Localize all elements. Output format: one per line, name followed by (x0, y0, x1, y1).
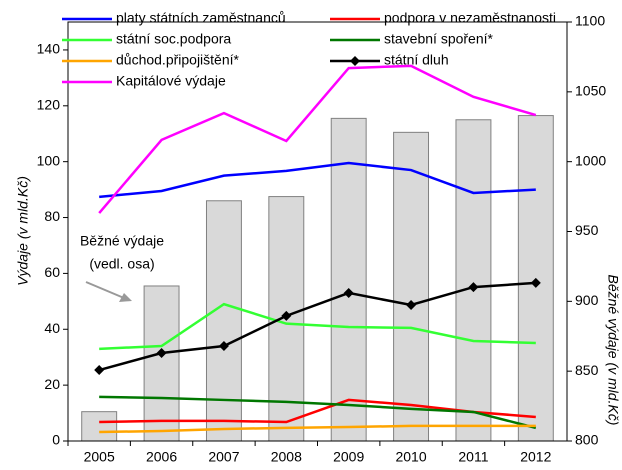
legend-label: podpora v nezaměstnanosti (384, 10, 556, 26)
y-tick-label: 140 (37, 41, 61, 57)
y2-tick-label: 1050 (575, 83, 606, 99)
legend-label: státní soc.podpora (116, 31, 231, 47)
annotation-arrowhead (119, 293, 132, 302)
annotation: (vedl. osa) (89, 256, 154, 272)
y2-tick-label: 1100 (575, 13, 605, 29)
bar (393, 131, 430, 442)
legend-label: platy státních zaměstnanců (116, 10, 286, 26)
y-tick-label: 60 (44, 264, 60, 280)
x-tick-label: 2007 (208, 449, 239, 465)
series-line (99, 161, 536, 199)
series-marker (218, 341, 229, 352)
x-tick-label: 2012 (520, 449, 551, 465)
series-line (99, 395, 537, 430)
y-axis-label: Výdaje (v mld.Kč) (15, 176, 31, 286)
y2-tick-label: 900 (575, 292, 599, 308)
series-line (98, 281, 536, 372)
series-marker (94, 365, 105, 376)
x-tick-label: 2008 (271, 449, 302, 465)
annotation-arrow (85, 281, 125, 299)
x-tick-label: 2011 (458, 449, 488, 465)
series-marker (156, 348, 167, 359)
y2-tick-label: 950 (575, 222, 599, 238)
legend-label: státní dluh (384, 52, 449, 68)
x-tick-label: 2006 (146, 449, 177, 465)
bar (143, 285, 180, 442)
y-tick-label: 0 (52, 432, 60, 448)
legend-label: důchod.připojištění* (116, 52, 240, 68)
series-marker (406, 299, 417, 310)
legend-label: Kapitálové výdaje (116, 73, 226, 89)
y2-axis-label: Běžné výdaje (v mld.Kč) (605, 275, 621, 426)
series-line (99, 424, 536, 434)
x-tick-label: 2010 (395, 449, 426, 465)
series-marker (468, 282, 479, 293)
bar (205, 200, 242, 442)
annotation: Běžné výdaje (80, 233, 164, 249)
legend-marker (350, 56, 360, 66)
y-tick-label: 100 (37, 152, 61, 168)
y2-tick-label: 1000 (575, 152, 606, 168)
bar (330, 117, 367, 442)
y2-tick-label: 850 (575, 362, 599, 378)
series-line (98, 64, 537, 214)
series-line (99, 302, 536, 351)
series-marker (530, 277, 541, 288)
y-tick-label: 120 (37, 97, 61, 113)
y-tick-label: 80 (44, 208, 60, 224)
series-marker (343, 287, 354, 298)
bar (81, 411, 118, 442)
bar (455, 119, 492, 442)
y-tick-label: 20 (44, 376, 60, 392)
y2-tick-label: 800 (575, 432, 599, 448)
y-tick-label: 40 (44, 320, 60, 336)
legend-label: stavební spoření* (384, 31, 494, 47)
series-marker (281, 310, 292, 321)
x-tick-label: 2005 (84, 449, 115, 465)
x-tick-label: 2009 (333, 449, 364, 465)
